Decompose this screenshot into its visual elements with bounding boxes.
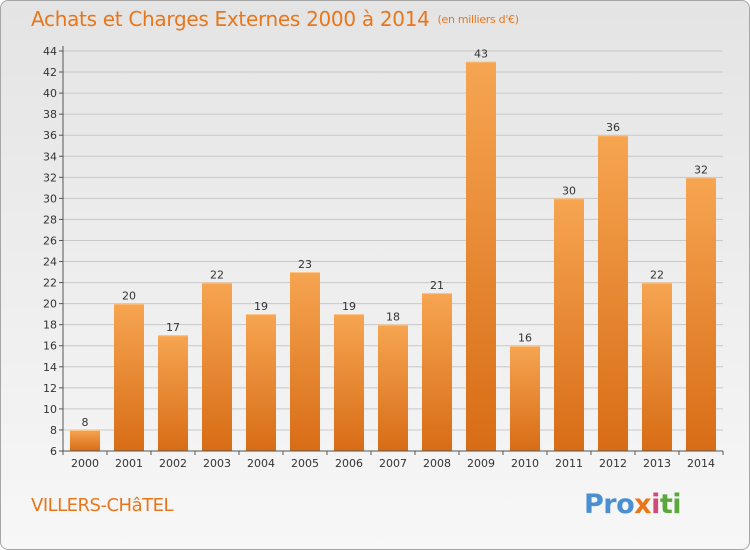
value-label: 8 (82, 416, 89, 429)
y-tick-label: 8 (50, 424, 57, 437)
y-tick-label: 12 (43, 382, 57, 395)
y-tick-label: 34 (43, 150, 57, 163)
bar-2014 (686, 177, 716, 451)
x-tick-label: 2005 (291, 457, 319, 470)
bar-2003 (202, 282, 232, 451)
x-tick-label: 2007 (379, 457, 407, 470)
value-label: 43 (474, 48, 488, 61)
bar-2005 (290, 272, 320, 451)
bar-2011 (554, 198, 584, 451)
bar-2009 (466, 61, 496, 452)
value-label: 19 (342, 300, 356, 313)
bar-2000 (70, 429, 100, 451)
y-tick-label: 30 (43, 192, 57, 205)
chart-title-text: Achats et Charges Externes 2000 à 2014 (31, 7, 430, 31)
y-tick-label: 44 (43, 45, 57, 58)
y-tick-label: 6 (50, 445, 57, 458)
y-tick-label: 38 (43, 108, 57, 121)
logo-part: x (634, 489, 652, 520)
value-label: 32 (694, 163, 708, 176)
value-label: 36 (606, 121, 620, 134)
y-tick-label: 20 (43, 298, 57, 311)
x-tick-label: 2011 (555, 457, 583, 470)
value-label: 18 (386, 311, 400, 324)
value-label: 16 (518, 332, 532, 345)
value-label: 17 (166, 321, 180, 334)
bar-2002 (158, 335, 188, 451)
y-tick-label: 36 (43, 129, 57, 142)
value-label: 21 (430, 279, 444, 292)
x-tick-label: 2009 (467, 457, 495, 470)
x-tick-label: 2008 (423, 457, 451, 470)
x-tick-label: 2003 (203, 457, 231, 470)
bar-2004 (246, 314, 276, 451)
logo-part: ti (659, 489, 682, 520)
x-tick-label: 2013 (643, 457, 671, 470)
bar-2013 (642, 282, 672, 451)
y-tick-label: 26 (43, 234, 57, 247)
y-tick-label: 32 (43, 171, 57, 184)
bar-2008 (422, 293, 452, 451)
y-tick-label: 10 (43, 403, 57, 416)
x-tick-label: 2012 (599, 457, 627, 470)
value-label: 20 (122, 290, 136, 303)
value-label: 19 (254, 300, 268, 313)
y-tick-label: 24 (43, 256, 57, 269)
labels: 6 8 10 12 14 16 18 20 22 24 26 28 30 32 34 36 38 40 42 44 8 2… (43, 45, 715, 470)
y-tick-label: 14 (43, 361, 57, 374)
value-label: 23 (298, 258, 312, 271)
value-label: 22 (650, 269, 664, 282)
x-tick-label: 2000 (71, 457, 99, 470)
y-tick-label: 40 (43, 87, 57, 100)
x-tick-label: 2001 (115, 457, 143, 470)
y-tick-label: 42 (43, 66, 57, 79)
value-label: 22 (210, 269, 224, 282)
x-tick-label: 2006 (335, 457, 363, 470)
y-tick-label: 16 (43, 340, 57, 353)
city-name: VILLERS-CHâTEL (31, 495, 174, 516)
bar-2001 (114, 303, 144, 451)
axes (59, 46, 724, 455)
x-tick-label: 2014 (687, 457, 715, 470)
bar-2007 (378, 324, 408, 451)
y-tick-label: 28 (43, 213, 57, 226)
bar-2006 (334, 314, 364, 451)
x-tick-label: 2010 (511, 457, 539, 470)
x-tick-label: 2002 (159, 457, 187, 470)
value-label: 30 (562, 184, 576, 197)
chart-unit: (en milliers d'€) (437, 13, 519, 26)
chart-title: Achats et Charges Externes 2000 à 2014 (e… (31, 7, 519, 31)
bars (70, 61, 716, 452)
logo-part: Pro (584, 489, 635, 520)
bar-2010 (510, 345, 540, 451)
y-tick-label: 18 (43, 319, 57, 332)
y-tick-label: 22 (43, 277, 57, 290)
proxiti-logo: Proxiti (584, 489, 682, 520)
bar-2012 (598, 135, 628, 452)
x-tick-label: 2004 (247, 457, 275, 470)
logo-part: i (651, 489, 660, 520)
